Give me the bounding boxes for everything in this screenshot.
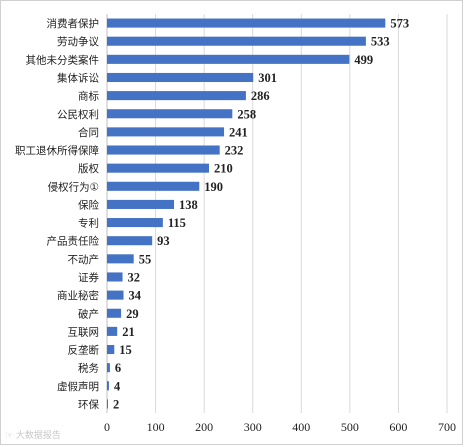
data-label: 93	[157, 234, 170, 248]
x-tick-label: 400	[292, 420, 310, 434]
x-tick-label: 600	[389, 420, 407, 434]
category-label: 专利	[78, 217, 99, 230]
data-label: 6	[115, 361, 121, 375]
data-label: 499	[354, 53, 373, 67]
category-label: 商业秘密	[57, 289, 99, 302]
category-label: 环保	[78, 398, 99, 411]
bar	[107, 54, 350, 64]
bar	[107, 163, 209, 173]
data-label: 32	[128, 270, 140, 284]
category-label: 反垄断	[68, 344, 100, 357]
bar	[107, 399, 108, 409]
bar	[107, 308, 122, 318]
data-label: 301	[258, 71, 277, 85]
category-label: 商标	[78, 90, 99, 103]
bar	[107, 127, 225, 137]
bar	[107, 145, 220, 155]
data-label: 533	[371, 35, 390, 49]
category-label: 互联网	[68, 326, 100, 338]
watermark: ☞ 大数据报告	[5, 431, 61, 441]
category-label: 公民权利	[57, 108, 99, 121]
x-tick-label: 200	[195, 420, 213, 434]
category-label: 版权	[78, 162, 99, 175]
data-label: 34	[129, 289, 142, 303]
bar	[107, 236, 153, 246]
bar	[107, 72, 254, 83]
data-label: 573	[390, 17, 409, 31]
bar	[107, 218, 163, 228]
category-label: 税务	[78, 362, 99, 375]
data-label: 138	[179, 198, 198, 212]
bar	[107, 326, 118, 336]
data-label: 115	[168, 216, 186, 230]
bar	[107, 254, 134, 264]
category-label: 虚假声明	[57, 380, 99, 393]
data-label: 21	[122, 325, 135, 339]
data-label: 241	[229, 125, 248, 139]
data-label: 190	[204, 180, 223, 194]
category-label: 消费者保护	[47, 17, 100, 30]
bar-layer	[107, 18, 386, 409]
category-label: 其他未分类案件	[26, 53, 100, 66]
category-label: 产品责任险	[47, 235, 100, 248]
x-tick-label: 500	[341, 420, 359, 434]
category-label: 侵权行为①	[48, 180, 99, 193]
data-label: 258	[237, 107, 256, 121]
bar	[107, 344, 115, 355]
bar	[107, 36, 366, 46]
bar	[107, 109, 233, 119]
category-label: 证券	[78, 271, 99, 284]
category-label: 合同	[78, 126, 99, 139]
bar	[107, 18, 386, 28]
x-tick-label: 0	[104, 420, 110, 434]
data-label: 2	[113, 397, 119, 411]
data-label: 55	[139, 252, 152, 266]
bar	[107, 181, 200, 191]
bar	[107, 199, 175, 209]
data-label: 29	[126, 307, 139, 321]
bar	[107, 91, 246, 101]
category-label: 集体诉讼	[57, 71, 99, 84]
category-label: 破产	[78, 307, 99, 320]
data-label: 286	[251, 89, 270, 103]
data-label: 15	[119, 343, 131, 357]
bar	[107, 381, 109, 391]
label-layer: 0 100 200 300 400 500 600 700 消费者保护 573 劳动争议 533 其他未…	[15, 17, 456, 434]
data-label: 4	[114, 379, 121, 393]
category-label: 保险	[78, 198, 99, 211]
x-tick-label: 700	[438, 420, 456, 434]
bar	[107, 363, 110, 373]
bar	[107, 272, 123, 282]
category-label: 不动产	[68, 253, 100, 266]
category-label: 职工退休所得保障	[15, 144, 99, 157]
bar	[107, 290, 124, 300]
category-label: 劳动争议	[57, 35, 99, 48]
data-label: 232	[225, 144, 244, 158]
x-tick-label: 100	[147, 420, 165, 434]
data-label: 210	[214, 162, 233, 176]
x-tick-label: 300	[244, 420, 262, 434]
